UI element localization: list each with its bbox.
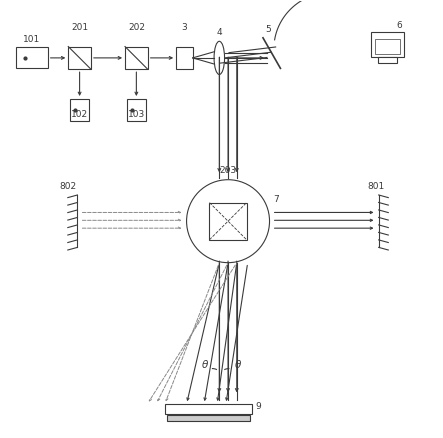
Text: 101: 101 (23, 35, 41, 44)
Text: 9: 9 (256, 402, 261, 411)
Bar (176, 46, 193, 69)
Text: 201: 201 (71, 23, 88, 32)
Bar (210, 203, 247, 240)
Text: $\theta$: $\theta$ (201, 358, 210, 370)
Bar (127, 99, 146, 121)
Text: 802: 802 (59, 182, 76, 191)
Bar (371, 32, 404, 57)
Bar (167, 415, 250, 421)
Bar (68, 46, 91, 69)
Text: 7: 7 (273, 195, 279, 204)
Text: 103: 103 (128, 110, 145, 119)
Ellipse shape (214, 41, 225, 74)
Bar (378, 57, 397, 63)
Text: 3: 3 (182, 23, 187, 32)
Bar (70, 99, 89, 121)
Text: $\theta$: $\theta$ (234, 358, 242, 370)
Text: 5: 5 (266, 25, 272, 34)
Text: 6: 6 (396, 21, 402, 30)
Text: 202: 202 (128, 23, 145, 32)
Bar (125, 46, 148, 69)
Bar (165, 404, 252, 414)
Text: 801: 801 (368, 182, 385, 191)
Bar (16, 47, 48, 68)
Bar (375, 39, 400, 54)
Text: 203: 203 (219, 166, 237, 175)
Text: 102: 102 (71, 110, 88, 119)
Text: 4: 4 (217, 28, 222, 37)
Circle shape (187, 180, 269, 263)
